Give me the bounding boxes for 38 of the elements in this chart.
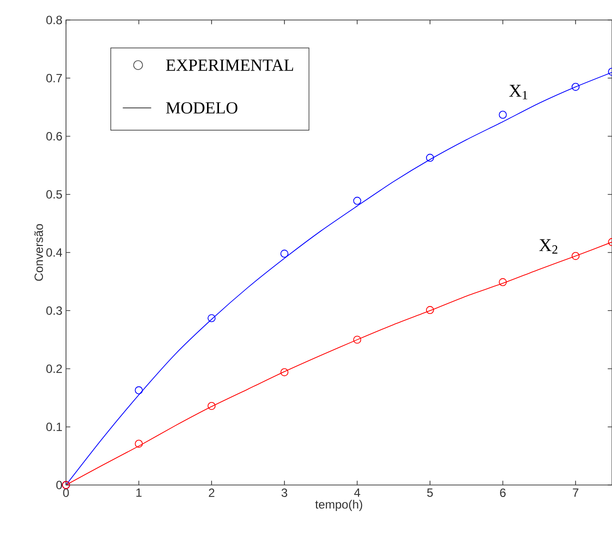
y-tick-label: 0.3: [46, 306, 62, 315]
x-tick-label: 5: [427, 488, 433, 497]
point: [498, 110, 507, 119]
x-tick-label: 4: [354, 488, 360, 497]
y-tick-label: 0.6: [46, 132, 62, 140]
x-tick-label: 1: [136, 488, 142, 497]
y-tick-label: 0.8: [46, 16, 62, 24]
x-tick-label: 7: [572, 488, 578, 497]
point: [353, 196, 362, 205]
point: [280, 250, 288, 258]
x-axis-title: tempo(h): [315, 500, 362, 511]
point: [208, 314, 216, 322]
point: [353, 336, 362, 344]
point: [572, 252, 580, 260]
y-tick-label: 0: [56, 480, 62, 490]
annotation: X$_{1}$: [509, 84, 528, 100]
point: [426, 154, 434, 162]
annotation: X$_{2}$: [539, 239, 558, 254]
line-series: [66, 72, 612, 485]
point: [134, 386, 143, 394]
annotation: EXPERIMENTAL: [166, 60, 294, 71]
y-tick-label: 0.2: [46, 364, 62, 373]
y-tick-label: 0.1: [46, 422, 62, 432]
x-tick-label: 3: [282, 488, 288, 497]
y-axis-title: Conversão: [34, 224, 43, 281]
annotation: MODELO: [166, 102, 238, 114]
point: [572, 82, 580, 91]
x-tick-label: 6: [500, 488, 506, 497]
y-tick-label: 0.4: [46, 248, 62, 257]
point: [498, 278, 507, 286]
x-tick-label: 2: [208, 488, 214, 497]
point: [426, 306, 434, 314]
y-tick-label: 0.5: [46, 190, 62, 199]
y-tick-label: 0.7: [46, 74, 62, 82]
point: [208, 402, 216, 410]
x-tick-label: 0: [63, 488, 69, 497]
point: [134, 440, 143, 448]
point: [280, 368, 288, 376]
